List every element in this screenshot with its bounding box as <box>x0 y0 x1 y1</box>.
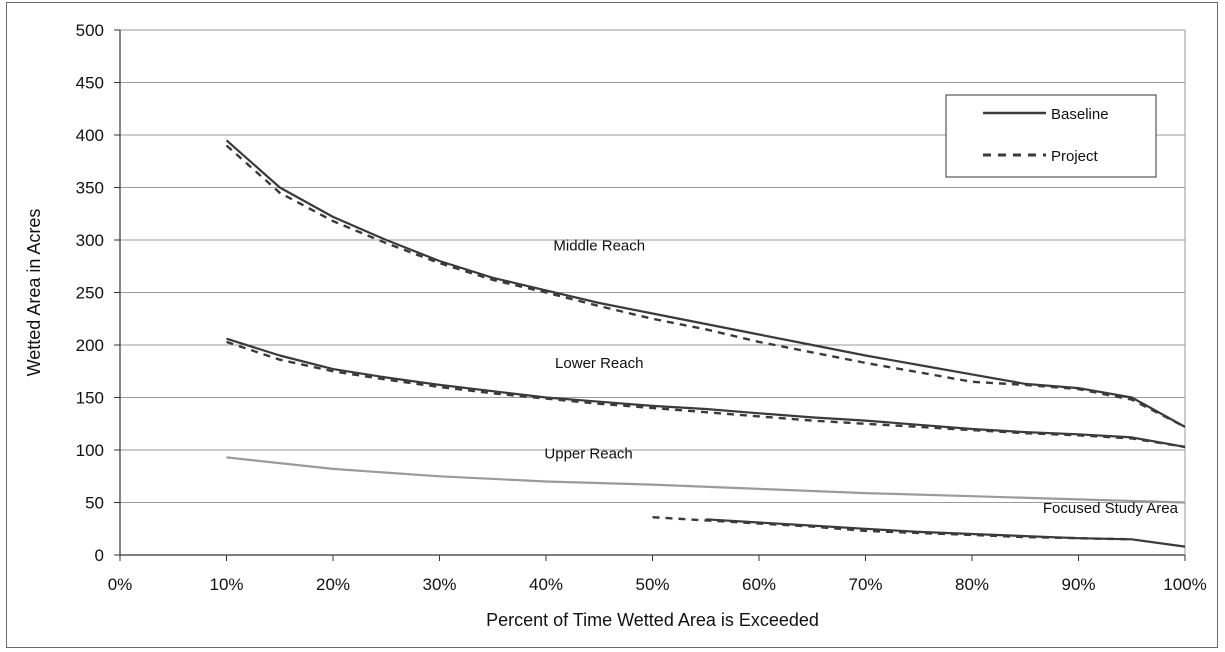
curve-annotations: Middle Reach Lower Reach Upper Reach Focuse… <box>544 238 1178 518</box>
x-tick-label: 100% <box>1163 575 1206 594</box>
x-tick-label: 30% <box>422 575 456 594</box>
series-line-lower-reach-baseline <box>226 337 1186 448</box>
y-tick-label: 100 <box>76 441 104 460</box>
legend-label-project: Project <box>1051 148 1099 165</box>
series-line-upper-reach-baseline <box>226 456 1186 504</box>
tick-labels: 0 50 100 150 200 250 300 350 400 450 500 0% 10% 20% 30… <box>76 21 1207 594</box>
gridlines <box>120 29 1185 503</box>
legend: Baseline Project <box>945 94 1157 178</box>
axes <box>114 29 1186 561</box>
series-lines <box>225 139 1186 548</box>
series-line-lower-reach-project <box>226 340 1186 449</box>
x-tick-label: 90% <box>1061 575 1095 594</box>
curve-label: Middle Reach <box>553 238 645 255</box>
curve-label: Lower Reach <box>555 355 643 372</box>
y-tick-label: 150 <box>76 389 104 408</box>
x-tick-label: 60% <box>742 575 776 594</box>
y-tick-label: 300 <box>76 231 104 250</box>
x-tick-label: 50% <box>635 575 669 594</box>
curve-label: Upper Reach <box>544 445 632 462</box>
y-tick-label: 500 <box>76 21 104 40</box>
series-line-middle-reach-project <box>225 144 1186 428</box>
x-tick-label: 80% <box>955 575 989 594</box>
y-tick-label: 350 <box>76 179 104 198</box>
x-axis-title: Percent of Time Wetted Area is Exceeded <box>486 610 819 630</box>
y-tick-label: 200 <box>76 336 104 355</box>
series-line-focused-study-area-baseline <box>705 518 1186 548</box>
series-line-focused-study-area-project <box>652 516 1132 541</box>
y-tick-label: 450 <box>76 74 104 93</box>
x-tick-label: 10% <box>209 575 243 594</box>
series-line-middle-reach-baseline <box>225 139 1186 428</box>
x-tick-label: 40% <box>529 575 563 594</box>
y-tick-label: 400 <box>76 126 104 145</box>
curve-label: Focused Study Area <box>1043 500 1179 517</box>
y-tick-label: 250 <box>76 284 104 303</box>
x-tick-label: 0% <box>108 575 133 594</box>
legend-box <box>945 94 1157 178</box>
y-tick-label: 0 <box>95 546 104 565</box>
chart-frame <box>6 2 1218 648</box>
x-tick-label: 20% <box>316 575 350 594</box>
y-tick-label: 50 <box>85 494 104 513</box>
y-axis-title: Wetted Area in Acres <box>24 209 44 377</box>
x-tick-label: 70% <box>848 575 882 594</box>
legend-label-baseline: Baseline <box>1051 106 1109 123</box>
